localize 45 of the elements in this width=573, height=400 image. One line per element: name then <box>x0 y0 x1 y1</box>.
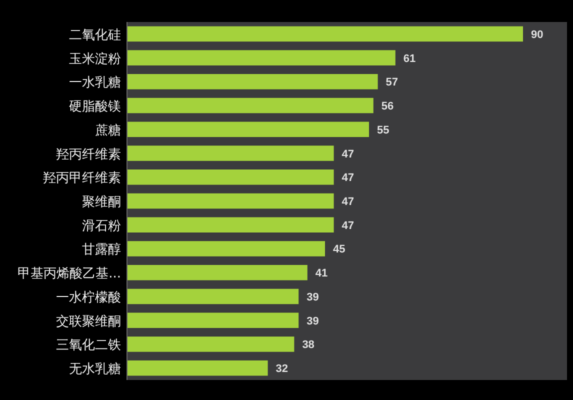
y-tick-label: 一水乳糖 <box>69 76 121 91</box>
y-tick-label: 甲基丙烯酸乙基... <box>18 266 121 282</box>
bar <box>127 241 325 256</box>
y-tick-label: 一水柠檬酸 <box>56 290 121 306</box>
y-tick-label: 羟丙甲纤维素 <box>43 171 121 186</box>
y-tick-label: 聚维酮 <box>82 195 121 210</box>
data-label: 56 <box>381 100 394 113</box>
data-label: 32 <box>276 363 288 376</box>
y-tick-label: 无水乳糖 <box>69 362 121 378</box>
data-label: 90 <box>531 28 544 41</box>
y-tick-label: 羟丙纤维素 <box>56 147 121 162</box>
y-tick-label: 二氧化硅 <box>69 28 121 43</box>
data-label: 47 <box>342 220 354 232</box>
data-label: 39 <box>306 315 319 328</box>
y-tick-label: 滑石粉 <box>82 218 121 234</box>
y-tick-label: 蔗糖 <box>95 123 121 138</box>
data-label: 47 <box>342 172 354 184</box>
data-label: 39 <box>306 291 319 304</box>
data-label: 47 <box>342 196 354 208</box>
data-label: 57 <box>386 76 398 89</box>
bar <box>127 146 334 161</box>
bar <box>127 288 299 304</box>
y-tick-label: 硬脂酸镁 <box>69 100 121 115</box>
data-label: 47 <box>342 148 354 160</box>
bar <box>127 98 374 114</box>
bar <box>127 74 378 90</box>
data-label: 38 <box>302 339 314 352</box>
bar <box>127 312 299 328</box>
bar <box>127 122 369 138</box>
bar <box>127 50 396 66</box>
bar <box>127 264 308 280</box>
y-tick-label: 玉米淀粉 <box>69 52 121 67</box>
data-label: 41 <box>315 268 328 280</box>
bar <box>127 26 523 42</box>
bar <box>127 169 334 185</box>
y-tick-label: 甘露醇 <box>82 242 121 258</box>
bar <box>127 360 268 376</box>
bar <box>127 217 334 233</box>
y-tick-label: 三氧化二铁 <box>56 338 121 354</box>
bar <box>127 193 334 209</box>
data-label: 55 <box>377 124 390 136</box>
bar <box>127 336 294 352</box>
data-label: 61 <box>403 52 416 65</box>
y-tick-label: 交联聚维酮 <box>56 313 121 330</box>
data-label: 45 <box>333 244 346 256</box>
